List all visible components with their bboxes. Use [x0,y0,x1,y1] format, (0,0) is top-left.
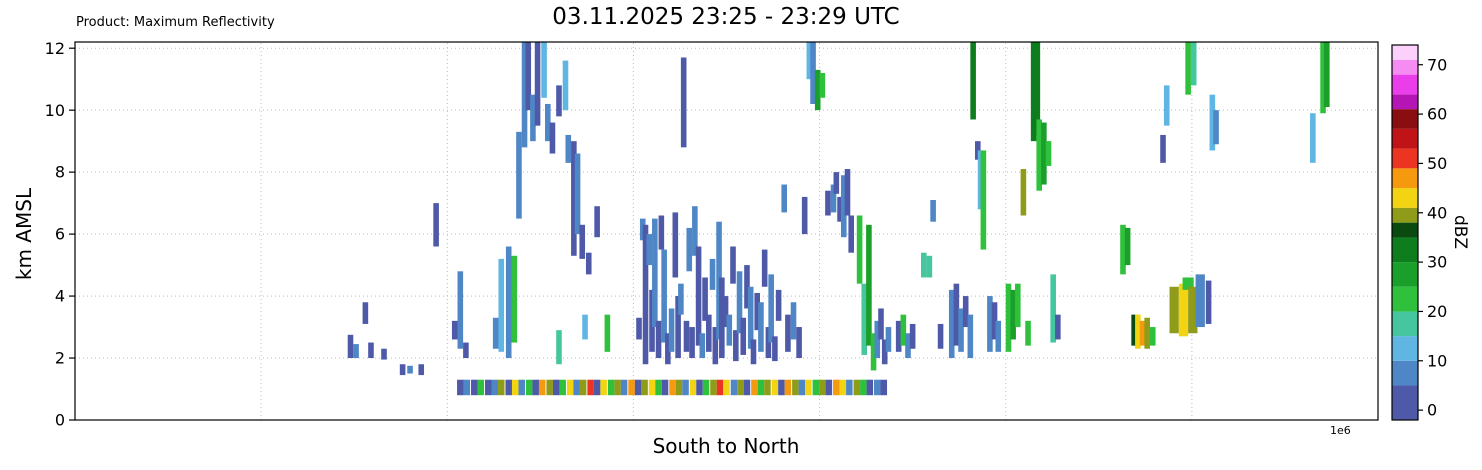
svg-text:40: 40 [1427,203,1447,222]
plot-gridlines [75,42,1379,421]
svg-text:4: 4 [55,287,65,306]
x-axis-offset-label: 1e6 [1330,424,1351,437]
svg-text:70: 70 [1427,55,1447,74]
y-axis-label: km AMSL [12,187,36,281]
x-axis-label: South to North [652,434,800,458]
colorbar: 0 10 20 30 40 50 60 70 [1391,44,1447,421]
svg-text:12: 12 [45,39,65,58]
reflectivity-strips [347,42,1330,396]
svg-text:8: 8 [55,163,65,182]
svg-text:0: 0 [1427,401,1437,420]
svg-text:50: 50 [1427,154,1447,173]
svg-text:30: 30 [1427,253,1447,272]
svg-text:10: 10 [45,101,65,120]
svg-text:60: 60 [1427,105,1447,124]
product-label: Product: Maximum Reflectivity [76,15,275,30]
svg-text:10: 10 [1427,351,1447,370]
svg-text:20: 20 [1427,302,1447,321]
svg-text:6: 6 [55,225,65,244]
plot-frame [74,41,1379,421]
page-title: 03.11.2025 23:25 - 23:29 UTC [552,4,900,30]
svg-text:0: 0 [55,411,65,430]
colorbar-label: dBZ [1450,214,1470,250]
y-axis-ticks: 0 2 4 6 8 10 12 [45,39,75,430]
svg-text:2: 2 [55,349,65,368]
